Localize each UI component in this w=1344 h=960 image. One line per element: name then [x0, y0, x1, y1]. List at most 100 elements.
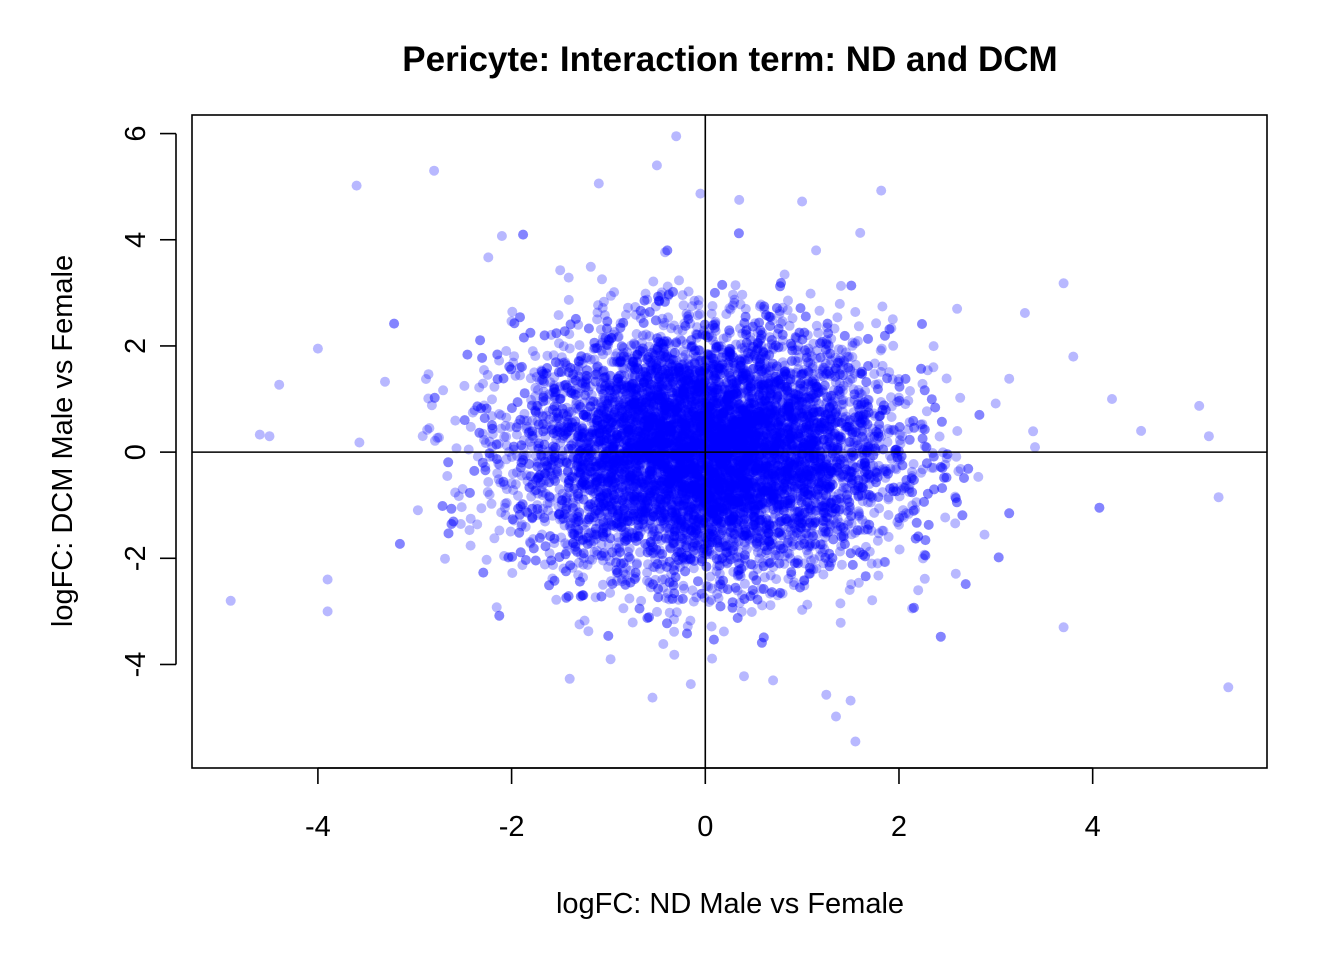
data-point [632, 399, 642, 410]
data-point [525, 538, 536, 549]
data-point [730, 416, 741, 427]
data-point [741, 446, 752, 456]
data-point [683, 359, 694, 369]
data-point [839, 356, 850, 367]
data-point [605, 654, 616, 665]
data-point [647, 427, 658, 438]
data-point [682, 434, 693, 445]
data-point [842, 494, 853, 505]
data-point [634, 523, 645, 534]
data-point [772, 389, 783, 400]
data-point [690, 511, 701, 522]
data-point [667, 473, 678, 484]
data-point [540, 424, 551, 435]
data-point [677, 482, 688, 492]
points-layer [225, 131, 1234, 747]
data-point [686, 517, 697, 528]
data-point [662, 362, 673, 373]
data-point [609, 481, 620, 491]
data-point [668, 382, 679, 393]
data-point [639, 407, 650, 418]
data-point [705, 517, 716, 528]
data-point [534, 375, 545, 386]
data-point [724, 475, 735, 486]
data-point [613, 508, 624, 519]
data-point [569, 528, 580, 539]
data-point [725, 304, 736, 315]
data-point [681, 394, 692, 405]
data-point [658, 342, 669, 352]
data-point [813, 424, 824, 434]
data-point [605, 411, 616, 422]
data-point [746, 501, 757, 511]
data-point [699, 539, 710, 550]
data-point [573, 431, 584, 442]
data-point [853, 385, 864, 395]
data-point [737, 473, 748, 484]
data-point [682, 480, 693, 491]
data-point [718, 461, 729, 472]
data-point [804, 478, 814, 489]
data-point [838, 394, 849, 405]
data-point [793, 435, 804, 446]
data-point [681, 383, 692, 394]
data-point [616, 521, 626, 532]
data-point [738, 519, 749, 530]
data-point [491, 602, 502, 613]
data-point [708, 361, 718, 372]
data-point [765, 427, 776, 438]
data-point [708, 421, 719, 432]
data-point [592, 367, 603, 378]
data-point [853, 321, 864, 332]
data-point [672, 431, 683, 441]
data-point [626, 450, 637, 461]
data-point [668, 560, 679, 571]
data-point [797, 487, 808, 498]
data-point [739, 537, 750, 548]
data-point [679, 318, 690, 329]
data-point [710, 399, 721, 410]
data-point [687, 493, 698, 504]
data-point [567, 498, 578, 508]
data-point [689, 411, 700, 422]
data-point [814, 368, 825, 379]
data-point [770, 465, 781, 476]
data-point [563, 272, 574, 283]
data-point [540, 431, 551, 442]
data-point [649, 385, 660, 395]
data-point [867, 595, 878, 606]
data-point [786, 421, 797, 432]
data-point [476, 503, 487, 514]
data-point [548, 411, 559, 422]
data-point [812, 441, 823, 452]
data-point [850, 359, 861, 370]
data-point [638, 403, 649, 414]
data-point [597, 524, 608, 535]
data-point [895, 481, 906, 492]
data-point [667, 504, 677, 515]
data-point [591, 429, 601, 440]
data-point [739, 553, 750, 564]
data-point [763, 556, 774, 567]
data-point [724, 327, 735, 338]
data-point [647, 433, 658, 443]
data-point [676, 478, 687, 489]
data-point [694, 394, 705, 405]
data-point [465, 513, 476, 524]
data-point [810, 443, 821, 454]
data-point [711, 384, 722, 395]
data-point [773, 495, 784, 506]
data-point [707, 522, 718, 533]
data-point [735, 405, 746, 416]
data-point [555, 507, 566, 518]
data-point [589, 354, 600, 365]
data-point [838, 360, 849, 371]
data-point [456, 502, 467, 513]
data-point [870, 467, 881, 478]
data-point [635, 512, 646, 523]
data-point [705, 422, 716, 433]
data-point [940, 512, 951, 523]
data-point [621, 446, 632, 457]
data-point [659, 317, 670, 328]
data-point [872, 535, 883, 546]
